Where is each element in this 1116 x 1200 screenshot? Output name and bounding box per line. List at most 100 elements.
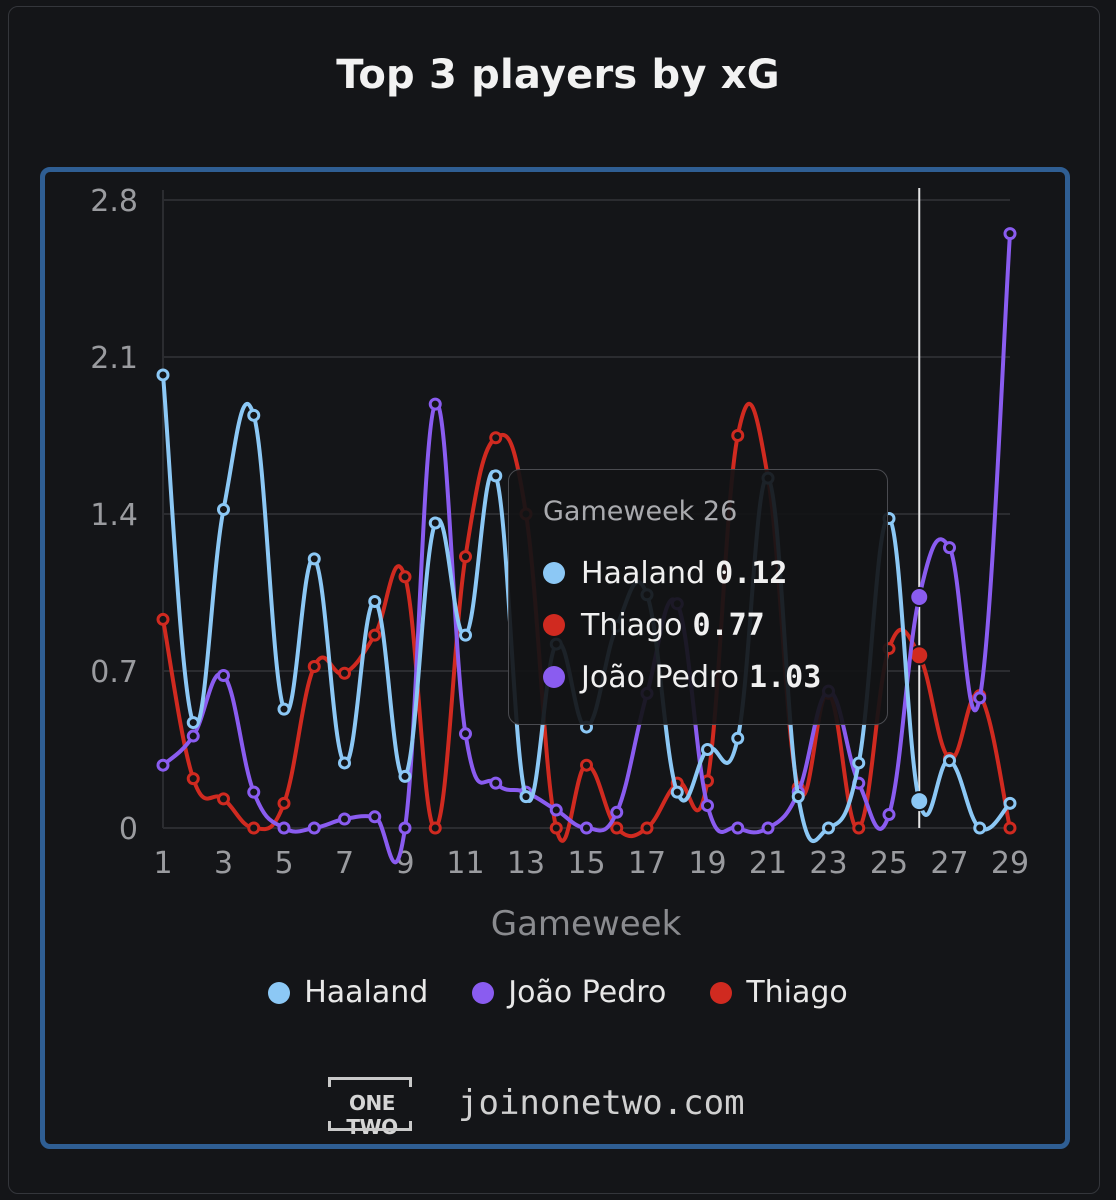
tooltip-value: 0.77 <box>692 607 765 643</box>
tooltip-value: 1.03 <box>749 659 822 695</box>
data-point-haaland <box>701 743 714 756</box>
data-point-haaland <box>398 769 412 783</box>
data-point-thiago <box>489 431 503 445</box>
x-tick-label: 25 <box>870 846 908 881</box>
x-tick-label: 27 <box>930 846 968 881</box>
x-tick-label: 23 <box>809 846 847 881</box>
data-point-haaland <box>459 628 472 642</box>
data-point-jo-o-pedro <box>701 799 714 813</box>
x-tick-label: 5 <box>274 846 293 881</box>
tooltip-name: Haaland <box>581 555 706 591</box>
chart-legend: Haaland João Pedro Thiago <box>0 975 1116 1010</box>
y-tick-label: 2.1 <box>90 341 138 376</box>
data-point-jo-o-pedro <box>307 821 321 835</box>
tooltip-row-joao-pedro: João Pedro 1.03 <box>543 651 853 703</box>
data-point-jo-o-pedro <box>217 668 230 682</box>
data-point-thiago <box>338 666 351 680</box>
data-point-thiago <box>1003 821 1017 835</box>
data-point-haaland <box>156 368 170 382</box>
data-point-thiago <box>247 821 261 835</box>
y-tick-label: 0 <box>119 812 138 847</box>
legend-label: João Pedro <box>508 975 667 1010</box>
data-point-jo-o-pedro <box>731 821 745 835</box>
data-point-jo-o-pedro <box>398 821 412 835</box>
data-point-thiago <box>640 821 654 835</box>
legend-item-haaland[interactable]: Haaland <box>268 975 428 1010</box>
x-tick-label: 15 <box>567 846 605 881</box>
legend-label: Haaland <box>304 975 429 1010</box>
data-point-thiago <box>731 429 745 442</box>
data-point-thiago <box>549 821 563 835</box>
x-tick-label: 29 <box>991 846 1029 881</box>
tooltip-row-haaland: Haaland 0.12 <box>543 547 853 599</box>
data-point-haaland <box>519 790 533 804</box>
tooltip-name: João Pedro <box>581 659 740 695</box>
y-tick-label: 0.7 <box>90 655 138 690</box>
legend-item-thiago[interactable]: Thiago <box>710 975 848 1010</box>
data-point-jo-o-pedro <box>580 821 593 835</box>
data-point-haaland <box>852 756 866 770</box>
data-point-thiago <box>610 821 624 835</box>
data-point-haaland <box>368 594 382 608</box>
onetwo-logo-icon: ONE TWO <box>328 1073 416 1139</box>
legend-dot-haaland <box>268 981 291 1004</box>
x-tick-label: 19 <box>688 846 726 881</box>
data-point-thiago <box>852 821 866 835</box>
data-point-thiago <box>398 570 412 584</box>
legend-dot-thiago <box>710 981 733 1004</box>
data-point-haaland <box>489 469 503 483</box>
data-point-haaland <box>186 716 200 730</box>
data-point-jo-o-pedro <box>909 586 930 607</box>
data-point-jo-o-pedro <box>186 729 200 743</box>
data-point-thiago <box>217 792 230 806</box>
x-tick-label: 13 <box>507 846 545 881</box>
data-point-jo-o-pedro <box>761 821 775 835</box>
x-tick-label: 17 <box>628 846 666 881</box>
data-point-jo-o-pedro <box>489 776 503 790</box>
data-point-thiago <box>580 758 593 772</box>
data-point-jo-o-pedro <box>247 785 261 799</box>
tooltip-row-thiago: Thiago 0.77 <box>543 599 853 651</box>
data-point-jo-o-pedro <box>338 812 351 826</box>
tooltip-dot-joao-pedro <box>543 666 565 688</box>
data-point-thiago <box>186 772 200 786</box>
x-axis-title: Gameweek <box>491 904 682 944</box>
data-point-haaland <box>307 552 321 566</box>
legend-item-joao-pedro[interactable]: João Pedro <box>472 975 666 1010</box>
data-point-thiago <box>368 628 382 642</box>
data-point-jo-o-pedro <box>368 810 382 824</box>
x-tick-label: 11 <box>446 846 484 881</box>
data-point-haaland <box>791 790 805 804</box>
data-point-jo-o-pedro <box>973 691 987 705</box>
logo-text: ONE TWO <box>346 1091 398 1139</box>
data-point-thiago <box>428 821 442 835</box>
data-point-jo-o-pedro <box>428 397 442 411</box>
site-url[interactable]: joinonetwo.com <box>458 1083 745 1123</box>
tooltip-title: Gameweek 26 <box>543 496 738 527</box>
data-point-haaland <box>943 754 956 768</box>
data-point-haaland <box>973 821 987 835</box>
chart-title: Top 3 players by xG <box>336 52 780 98</box>
data-point-haaland <box>247 408 261 422</box>
data-point-thiago <box>277 796 291 810</box>
x-tick-label: 7 <box>335 846 354 881</box>
data-point-jo-o-pedro <box>882 808 896 822</box>
footer: ONE TWO joinonetwo.com <box>328 1072 745 1139</box>
data-point-jo-o-pedro <box>459 727 472 741</box>
data-point-thiago <box>156 612 170 626</box>
data-point-jo-o-pedro <box>1003 227 1017 241</box>
legend-label: Thiago <box>746 975 848 1010</box>
data-point-haaland <box>822 821 835 835</box>
data-point-haaland <box>428 516 442 530</box>
data-point-jo-o-pedro <box>156 758 170 772</box>
legend-dot-joao-pedro <box>472 981 495 1004</box>
x-tick-label: 21 <box>749 846 787 881</box>
tooltip-dot-haaland <box>543 562 565 584</box>
data-point-haaland <box>909 791 930 812</box>
data-point-haaland <box>277 702 291 716</box>
data-point-haaland <box>338 756 351 770</box>
data-point-thiago <box>459 550 472 564</box>
data-point-jo-o-pedro <box>549 803 563 817</box>
